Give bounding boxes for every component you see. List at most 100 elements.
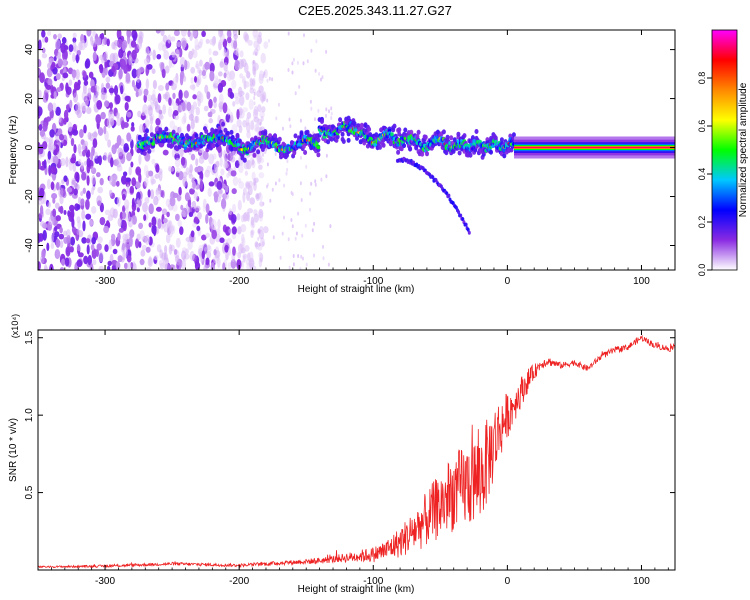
spectrogram-cell <box>77 143 82 154</box>
spectrogram-cell <box>298 84 301 89</box>
spectrogram-cell <box>396 149 401 155</box>
spectrogram-cell <box>242 157 247 163</box>
spectrogram-cell <box>205 203 210 214</box>
spectrogram-cell <box>511 132 516 138</box>
spectrogram-cell <box>242 212 248 222</box>
spectrogram-cell <box>182 171 188 179</box>
spectrogram-cell <box>292 57 295 62</box>
spectrogram-cell <box>92 131 98 138</box>
spectrogram-cell <box>238 164 244 174</box>
spectrogram-cell <box>39 129 46 137</box>
spectrogram-cell <box>249 120 255 130</box>
spectrogram-cell <box>52 102 57 113</box>
spectrogram-cell <box>229 92 235 99</box>
spectrogram-cell <box>230 214 237 224</box>
spectrogram-cell <box>80 162 84 170</box>
spectrogram-cell <box>128 236 133 248</box>
spectrogram-cell <box>314 182 317 187</box>
spectrogram-cell <box>328 109 330 114</box>
spectrogram-cell <box>217 82 224 93</box>
spectrogram-cell <box>153 254 159 261</box>
spectrogram-cell <box>91 206 97 214</box>
spectrogram-cell <box>199 59 203 67</box>
spectrogram-cell <box>249 197 256 205</box>
spectrogram-cell <box>235 134 240 140</box>
spectrogram-cell <box>38 39 42 51</box>
spectrogram-cell <box>204 61 211 70</box>
spectrogram-cell <box>108 189 113 197</box>
spectrogram-cell <box>175 49 180 59</box>
spectrogram-cell <box>175 167 181 173</box>
spectrogram-cell <box>180 210 186 218</box>
spectrogram-cell <box>271 77 274 82</box>
spectrogram-cell <box>73 188 78 196</box>
spectrogram-cell <box>303 33 305 38</box>
spectrogram-cell <box>116 134 122 146</box>
spectrogram-cell <box>243 160 250 170</box>
spectrogram-cell <box>145 78 150 90</box>
spectrogram-cell <box>65 246 71 257</box>
spectrogram-cell <box>87 254 92 266</box>
spectrogram-cell <box>192 180 196 189</box>
spectrogram-cell <box>467 230 471 235</box>
spectrogram-cell <box>456 131 461 137</box>
spectrogram-cell <box>84 59 89 69</box>
spectrogram-cell <box>208 181 215 187</box>
spectrogram-x-label: Height of straight line (km) <box>298 284 415 295</box>
spectrogram-cell <box>44 36 49 43</box>
spectrogram-cell <box>115 180 120 187</box>
spectrogram-cell <box>69 246 74 253</box>
spectrogram-cell <box>92 138 98 149</box>
spectrogram-cell <box>232 30 238 37</box>
spectrogram-cell <box>180 30 187 37</box>
spectrogram-cell <box>132 261 136 270</box>
spectrogram-cell <box>241 233 245 244</box>
spectrogram-cell <box>59 158 66 167</box>
spectrogram-cell <box>441 129 446 135</box>
snr-series-line <box>38 334 675 569</box>
spectrogram-cell <box>286 167 289 172</box>
spectrogram-cell <box>219 237 225 244</box>
spectrogram-cell <box>192 94 197 100</box>
spectrogram-cell <box>408 146 413 152</box>
spectrogram-cell <box>81 171 87 181</box>
y-tick-label: 0.5 <box>24 485 35 499</box>
spectrogram-cell <box>241 77 246 84</box>
spectrogram-cell <box>258 85 264 94</box>
tone-band <box>514 146 675 149</box>
spectrogram-cell <box>329 224 332 229</box>
spectrogram-cell <box>263 226 269 234</box>
spectrogram-cell <box>49 129 55 138</box>
spectrogram-cell <box>190 77 194 84</box>
spectrogram-cell <box>147 257 153 268</box>
spectrogram-cell <box>305 164 308 169</box>
spectrogram-cell <box>126 177 132 183</box>
spectrogram-cell <box>283 215 285 220</box>
spectrogram-cell <box>55 215 61 222</box>
spectrogram-cell <box>313 221 316 226</box>
spectrogram-cell <box>42 121 48 132</box>
spectrogram-cell <box>237 199 242 211</box>
spectrogram-cell <box>95 37 102 46</box>
spectrogram-cell <box>111 65 116 73</box>
spectrogram-cell <box>227 247 232 256</box>
spectrogram-cell <box>158 114 164 120</box>
spectrogram-cell <box>179 226 184 236</box>
spectrogram-cell <box>493 135 498 141</box>
spectrogram-cell <box>38 59 42 68</box>
spectrogram-cell <box>128 166 132 176</box>
spectrogram-cell <box>230 170 237 177</box>
spectrogram-cell <box>73 81 79 91</box>
spectrogram-cell <box>131 197 135 208</box>
spectrogram-cell <box>238 90 245 96</box>
spectrogram-cell <box>250 216 255 226</box>
spectrogram-cell <box>252 66 256 76</box>
spectrogram-cell <box>221 121 226 127</box>
spectrogram-cell <box>62 72 69 79</box>
spectrogram-cell <box>38 124 43 131</box>
spectrogram-cell <box>330 116 333 120</box>
spectrogram-cell <box>219 60 224 67</box>
spectrogram-cell <box>329 136 334 142</box>
spectrogram-cell <box>147 189 151 198</box>
